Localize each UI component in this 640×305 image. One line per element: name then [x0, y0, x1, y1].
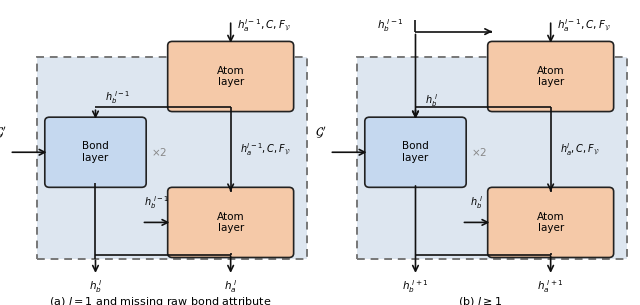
FancyBboxPatch shape — [168, 187, 294, 257]
FancyBboxPatch shape — [37, 57, 307, 259]
Text: Atom
layer: Atom layer — [537, 212, 564, 233]
FancyBboxPatch shape — [488, 41, 614, 112]
Text: $h_b^{\ l-1}$: $h_b^{\ l-1}$ — [145, 194, 170, 211]
Text: $h_b^{\ l}$: $h_b^{\ l}$ — [89, 278, 102, 295]
Text: Bond
layer: Bond layer — [82, 142, 109, 163]
Text: (a) $l=1$ and missing raw bond attribute: (a) $l=1$ and missing raw bond attribute — [49, 295, 271, 305]
Text: $h_a^{l-1}, C, F_{\mathcal{V}}$: $h_a^{l-1}, C, F_{\mathcal{V}}$ — [240, 141, 291, 158]
Text: $h_b^{\ l}$: $h_b^{\ l}$ — [425, 92, 438, 109]
Text: $h_a^{\ l+1}$: $h_a^{\ l+1}$ — [538, 278, 564, 295]
Text: $\mathcal{G}'$: $\mathcal{G}'$ — [315, 125, 326, 141]
Text: $h_b^{\ l+1}$: $h_b^{\ l+1}$ — [402, 278, 429, 295]
Text: $h_a^{l}, C, F_{\mathcal{V}}$: $h_a^{l}, C, F_{\mathcal{V}}$ — [560, 141, 600, 158]
Text: $h_b^{\ l}$: $h_b^{\ l}$ — [470, 194, 483, 211]
FancyBboxPatch shape — [365, 117, 466, 187]
Text: Atom
layer: Atom layer — [217, 212, 244, 233]
Text: $\times 2$: $\times 2$ — [471, 146, 487, 158]
Text: $\times 2$: $\times 2$ — [151, 146, 167, 158]
Text: $h_a^{\ l}$: $h_a^{\ l}$ — [224, 278, 237, 295]
Text: $h_b^{\ l-1}$: $h_b^{\ l-1}$ — [376, 18, 403, 34]
Text: Bond
layer: Bond layer — [402, 142, 429, 163]
FancyBboxPatch shape — [488, 187, 614, 257]
Text: $h_a^{l-1}, C, F_{\mathcal{V}}$: $h_a^{l-1}, C, F_{\mathcal{V}}$ — [237, 18, 291, 34]
Text: $h_a^{l-1}, C, F_{\mathcal{V}}$: $h_a^{l-1}, C, F_{\mathcal{V}}$ — [557, 18, 611, 34]
FancyBboxPatch shape — [357, 57, 627, 259]
Text: Atom
layer: Atom layer — [217, 66, 244, 87]
Text: (b) $l\geq1$: (b) $l\geq1$ — [458, 295, 502, 305]
FancyBboxPatch shape — [45, 117, 146, 187]
Text: $h_b^{\ l-1}$: $h_b^{\ l-1}$ — [105, 89, 130, 106]
Text: Atom
layer: Atom layer — [537, 66, 564, 87]
FancyBboxPatch shape — [168, 41, 294, 112]
Text: $\mathcal{G}'$: $\mathcal{G}'$ — [0, 125, 6, 141]
